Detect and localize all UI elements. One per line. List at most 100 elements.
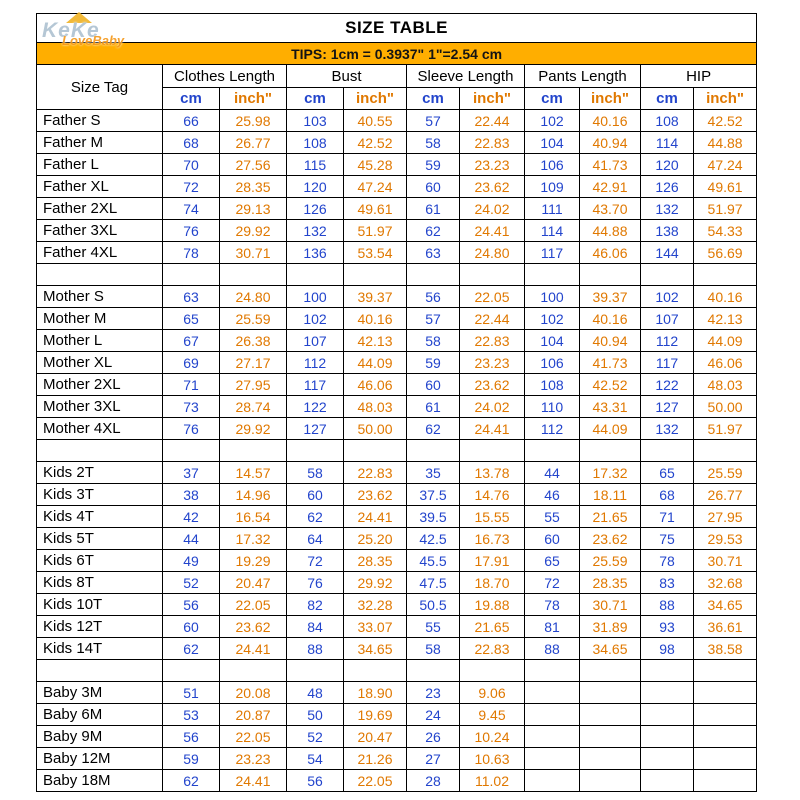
separator-cell: [524, 659, 580, 682]
inch-value-cell: 42.13: [343, 329, 407, 352]
cm-value-cell: 132: [640, 197, 694, 220]
cm-value-cell: 88: [286, 637, 344, 660]
inch-value-cell: 40.55: [343, 109, 407, 132]
inch-value-cell: 29.53: [692, 527, 758, 550]
inch-value-cell: 33.07: [343, 615, 407, 638]
inch-value-cell: 14.76: [459, 483, 525, 506]
size-tag-cell: Kids 4T: [36, 505, 163, 528]
separator-cell: [219, 659, 287, 682]
size-row: Baby 6M 53 20.87 50 19.69 24 9.45: [36, 703, 758, 726]
column-group-row: Size Tag Clothes Length Bust Sleeve Leng…: [36, 64, 758, 110]
inch-value-cell: [692, 747, 758, 770]
separator-cell: [640, 439, 694, 462]
size-row: Father M 68 26.77 108 42.52 58 22.83 104 40.94 11…: [36, 131, 758, 154]
cm-value-cell: 59: [406, 351, 460, 374]
cm-value-cell: 69: [162, 351, 220, 374]
inch-value-cell: 34.65: [343, 637, 407, 660]
cm-value-cell: 67: [162, 329, 220, 352]
cm-value-cell: 60: [286, 483, 344, 506]
cm-value-cell: 37: [162, 461, 220, 484]
unit-header-cm: cm: [640, 87, 694, 110]
size-row: Kids 2T 37 14.57 58 22.83 35 13.78 44 17.32 65 25.…: [36, 461, 758, 484]
inch-value-cell: 20.08: [219, 681, 287, 704]
separator-cell: [286, 439, 344, 462]
cm-value-cell: 109: [524, 175, 580, 198]
inch-value-cell: 23.23: [219, 747, 287, 770]
cm-value-cell: 54: [286, 747, 344, 770]
inch-value-cell: 27.95: [692, 505, 758, 528]
inch-value-cell: 26.38: [219, 329, 287, 352]
inch-value-cell: 22.05: [343, 769, 407, 792]
inch-value-cell: 9.45: [459, 703, 525, 726]
unit-header-inch: inch": [219, 87, 287, 110]
size-tag-cell: Father S: [36, 109, 163, 132]
separator-cell: [343, 439, 407, 462]
cm-value-cell: [640, 703, 694, 726]
separator-cell: [459, 263, 525, 286]
inch-value-cell: 28.35: [343, 549, 407, 572]
separator-cell: [524, 263, 580, 286]
inch-value-cell: 22.05: [219, 593, 287, 616]
cm-value-cell: 62: [286, 505, 344, 528]
col-header-clothes-length: Clothes Length: [162, 64, 287, 88]
separator-cell: [692, 263, 758, 286]
inch-value-cell: 21.65: [459, 615, 525, 638]
size-table-body: Father S 66 25.98 103 40.55 57 22.44 102 40.16 10…: [36, 109, 758, 792]
size-row: Baby 3M 51 20.08 48 18.90 23 9.06: [36, 681, 758, 704]
cm-value-cell: 127: [286, 417, 344, 440]
cm-value-cell: [640, 747, 694, 770]
size-tag-cell: Kids 10T: [36, 593, 163, 616]
inch-value-cell: 22.05: [459, 285, 525, 308]
cm-value-cell: 74: [162, 197, 220, 220]
size-row: Mother S 63 24.80 100 39.37 56 22.05 100 39.37 10…: [36, 285, 758, 308]
inch-value-cell: 23.62: [459, 373, 525, 396]
inch-value-cell: 29.92: [343, 571, 407, 594]
cm-value-cell: 38: [162, 483, 220, 506]
cm-value-cell: 114: [640, 131, 694, 154]
size-tag-cell: Father XL: [36, 175, 163, 198]
col-header-pants-length: Pants Length: [524, 64, 641, 88]
cm-value-cell: 39.5: [406, 505, 460, 528]
size-row: Kids 4T 42 16.54 62 24.41 39.5 15.55 55 21.65 71 2…: [36, 505, 758, 528]
inch-value-cell: 25.98: [219, 109, 287, 132]
cm-value-cell: 106: [524, 351, 580, 374]
inch-value-cell: 27.56: [219, 153, 287, 176]
cm-value-cell: 100: [286, 285, 344, 308]
inch-value-cell: 45.28: [343, 153, 407, 176]
cm-value-cell: 126: [286, 197, 344, 220]
inch-value-cell: 15.55: [459, 505, 525, 528]
inch-value-cell: 24.41: [219, 637, 287, 660]
unit-header-row: cm inch" cm inch" cm inch" cm inch" cm i…: [37, 87, 758, 110]
separator-cell: [406, 659, 460, 682]
size-tag-cell: Baby 12M: [36, 747, 163, 770]
cm-value-cell: 73: [162, 395, 220, 418]
inch-value-cell: 17.32: [579, 461, 641, 484]
cm-value-cell: 57: [406, 109, 460, 132]
cm-value-cell: 111: [524, 197, 580, 220]
separator-cell: [343, 659, 407, 682]
inch-value-cell: 23.62: [579, 527, 641, 550]
inch-value-cell: 40.16: [692, 285, 758, 308]
cm-value-cell: 45.5: [406, 549, 460, 572]
cm-value-cell: 49: [162, 549, 220, 572]
inch-value-cell: 17.91: [459, 549, 525, 572]
cm-value-cell: 53: [162, 703, 220, 726]
size-row: Father S 66 25.98 103 40.55 57 22.44 102 40.16 10…: [36, 109, 758, 132]
cm-value-cell: 88: [640, 593, 694, 616]
inch-value-cell: [692, 681, 758, 704]
inch-value-cell: 42.52: [343, 131, 407, 154]
inch-value-cell: 39.37: [579, 285, 641, 308]
inch-value-cell: 54.33: [692, 219, 758, 242]
col-header-hip: HIP: [639, 64, 758, 88]
unit-header-inch: inch": [692, 87, 758, 110]
inch-value-cell: 21.26: [343, 747, 407, 770]
cm-value-cell: 82: [286, 593, 344, 616]
separator-cell: [459, 439, 525, 462]
inch-value-cell: 24.02: [459, 197, 525, 220]
cm-value-cell: 42: [162, 505, 220, 528]
separator-cell: [162, 263, 220, 286]
size-tag-cell: Kids 3T: [36, 483, 163, 506]
cm-value-cell: 58: [406, 131, 460, 154]
size-row: Mother M 65 25.59 102 40.16 57 22.44 102 40.16 10…: [36, 307, 758, 330]
separator-cell: [343, 263, 407, 286]
